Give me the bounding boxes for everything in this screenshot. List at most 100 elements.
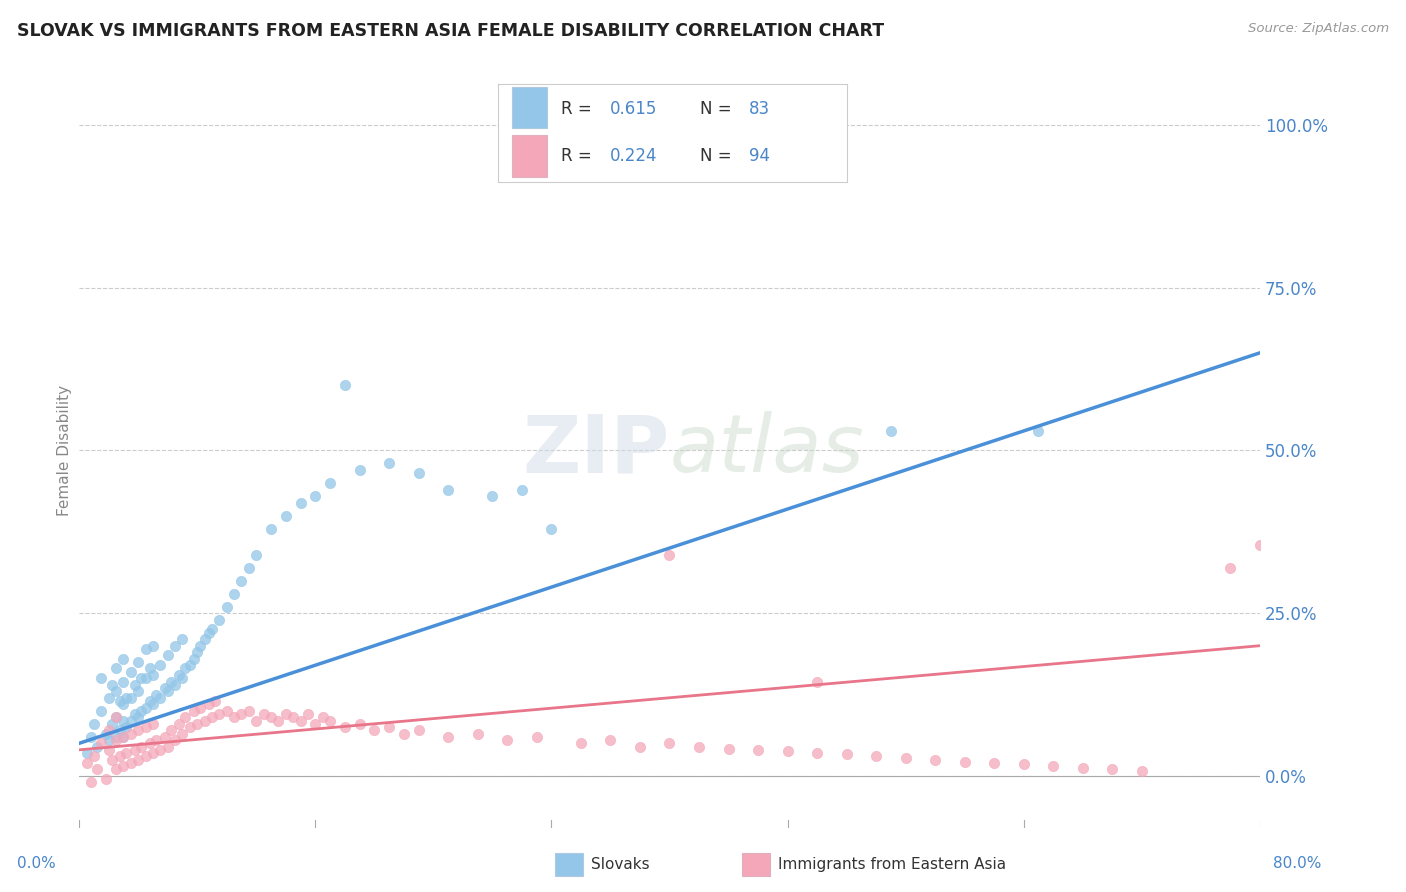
Point [115,690,138,705]
Point [135,642,157,657]
Point [183,651,205,665]
Point [105,661,128,675]
Point [437,483,460,497]
Point [201,710,224,724]
Point [496,733,519,747]
Point [260,710,283,724]
Point [124,743,146,757]
Point [86,739,108,754]
Point [467,726,489,740]
Point [319,714,342,728]
Point [599,733,621,747]
Point [1028,424,1050,438]
Point [186,716,208,731]
Point [408,723,430,738]
Point [290,714,312,728]
Point [145,733,167,747]
Point [129,671,152,685]
Point [142,639,165,653]
Point [169,716,191,731]
Point [90,671,112,685]
Point [97,690,120,705]
Point [806,674,828,689]
Point [188,700,211,714]
Point [97,743,120,757]
Point [1219,560,1241,574]
Point [179,658,201,673]
Point [105,684,128,698]
Point [194,714,217,728]
Point [333,720,356,734]
Point [124,678,146,692]
Point [274,508,297,523]
Point [142,716,165,731]
Point [110,749,132,764]
Point [127,655,149,669]
Point [83,749,105,764]
Point [983,756,1005,770]
Point [169,668,191,682]
Y-axis label: Female Disability: Female Disability [58,384,72,516]
Point [304,489,326,503]
Point [100,678,122,692]
Point [437,730,460,744]
Point [127,710,149,724]
Point [865,749,887,764]
Point [260,522,283,536]
Point [142,668,165,682]
Point [806,746,828,760]
Point [112,651,135,665]
Point [112,714,135,728]
Point [115,746,138,760]
Point [953,755,976,769]
Point [717,741,740,756]
Point [208,706,231,721]
Point [179,720,201,734]
Point [97,733,120,747]
Text: atlas: atlas [669,411,865,490]
Point [481,489,503,503]
Point [658,548,681,562]
Point [245,548,267,562]
Point [304,716,326,731]
Point [124,706,146,721]
Point [135,671,157,685]
Point [174,661,197,675]
Point [142,746,165,760]
Point [83,716,105,731]
Point [215,704,238,718]
Point [747,743,769,757]
Point [238,560,260,574]
Point [267,714,290,728]
Point [290,495,312,509]
Point [112,759,135,773]
Point [105,763,128,777]
Point [94,726,117,740]
Point [149,690,172,705]
Point [1130,764,1153,778]
Point [149,743,172,757]
Point [924,753,946,767]
Point [139,736,162,750]
Point [156,739,179,754]
Point [198,625,221,640]
Point [540,522,562,536]
Point [349,716,371,731]
Point [174,710,197,724]
Point [245,714,267,728]
Point [105,710,128,724]
Point [776,744,799,758]
Point [120,726,142,740]
Point [186,645,208,659]
Point [231,574,253,588]
Point [86,763,108,777]
Point [408,467,430,481]
Point [165,733,187,747]
Point [159,723,181,738]
Point [112,730,135,744]
Point [363,723,385,738]
Point [274,706,297,721]
Point [127,684,149,698]
Point [153,730,176,744]
Point [1101,763,1123,777]
